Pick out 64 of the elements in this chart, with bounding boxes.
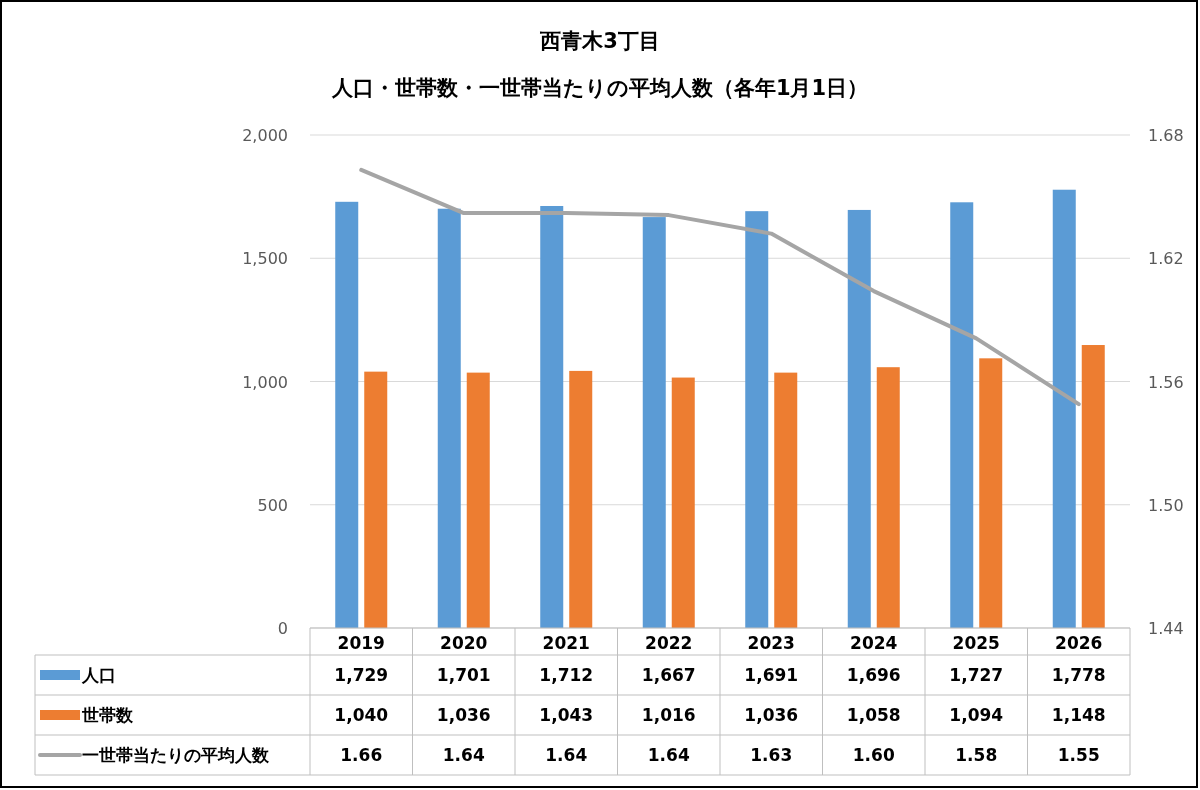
- legend-label: 人口: [81, 665, 116, 685]
- x-tick-label: 2022: [645, 633, 693, 653]
- y-tick-label: 1,500: [242, 249, 288, 269]
- y2-tick-label: 1.62: [1148, 249, 1184, 269]
- data-label: 1,036: [744, 705, 799, 725]
- bar: [876, 367, 900, 628]
- y-tick-label: 0: [277, 619, 288, 638]
- data-label: 1,043: [539, 705, 594, 725]
- bar: [745, 211, 769, 628]
- data-label: 1.64: [442, 745, 485, 765]
- bar: [1081, 345, 1105, 628]
- data-label: 1,040: [334, 705, 389, 725]
- bar: [774, 372, 798, 628]
- chart-title: 西青木3丁目: [539, 29, 660, 53]
- legend-label: 世帯数: [81, 705, 134, 725]
- data-label: 1.58: [955, 745, 998, 765]
- bar: [979, 358, 1003, 628]
- x-tick-label: 2019: [337, 633, 385, 653]
- bar: [466, 372, 490, 628]
- x-tick-label: 2024: [850, 633, 898, 653]
- data-label: 1,778: [1051, 665, 1106, 685]
- x-tick-label: 2026: [1055, 633, 1103, 653]
- data-label: 1.63: [750, 745, 793, 765]
- x-tick-label: 2021: [542, 633, 590, 653]
- data-label: 1,712: [539, 665, 594, 685]
- x-tick-label: 2025: [952, 633, 1000, 653]
- data-label: 1.55: [1057, 745, 1100, 765]
- y2-tick-label: 1.68: [1148, 126, 1184, 145]
- data-label: 1,058: [846, 705, 901, 725]
- legend-label: 一世帯当たりの平均人数: [82, 745, 270, 765]
- x-tick-label: 2020: [440, 633, 488, 653]
- x-tick-label: 2023: [747, 633, 795, 653]
- data-label: 1,148: [1051, 705, 1106, 725]
- data-label: 1,016: [641, 705, 696, 725]
- data-label: 1.64: [545, 745, 588, 765]
- data-label: 1,094: [949, 705, 1004, 725]
- data-label: 1,701: [436, 665, 491, 685]
- bar: [540, 205, 564, 628]
- data-label: 1,036: [436, 705, 491, 725]
- y-tick-label: 500: [257, 495, 288, 515]
- data-label: 1.66: [340, 745, 383, 765]
- data-label: 1,729: [334, 665, 389, 685]
- bar: [437, 208, 461, 628]
- data-label: 1,667: [641, 665, 696, 685]
- line-series: [359, 167, 1081, 407]
- bar: [364, 371, 388, 628]
- chart-subtitle: 人口・世帯数・一世帯当たりの平均人数（各年1月1日）: [330, 76, 869, 100]
- bar: [847, 209, 871, 628]
- bar: [569, 370, 593, 628]
- bar: [950, 202, 974, 628]
- data-label: 1,727: [949, 665, 1004, 685]
- bar: [1052, 189, 1076, 628]
- data-label: 1.60: [852, 745, 895, 765]
- bar: [671, 377, 695, 628]
- data-label: 1.64: [647, 745, 690, 765]
- data-label: 1,696: [846, 665, 901, 685]
- data-label: 1,691: [744, 665, 799, 685]
- y2-tick-label: 1.50: [1148, 495, 1184, 515]
- y-tick-label: 1,000: [242, 372, 288, 392]
- y2-tick-label: 1.56: [1148, 372, 1184, 392]
- bar: [335, 201, 359, 628]
- y2-tick-label: 1.44: [1148, 619, 1184, 638]
- bar: [642, 217, 666, 628]
- y-tick-label: 2,000: [242, 126, 288, 145]
